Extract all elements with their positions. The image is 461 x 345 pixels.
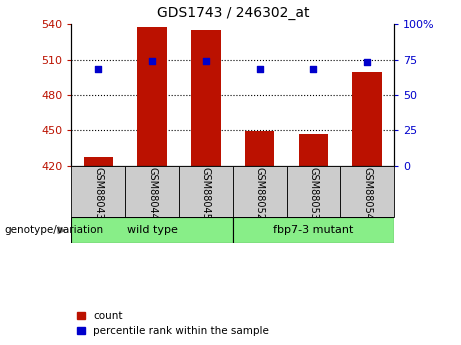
Legend: count, percentile rank within the sample: count, percentile rank within the sample: [77, 311, 269, 336]
Bar: [299, 134, 328, 166]
Text: GSM88044: GSM88044: [147, 167, 157, 220]
Bar: [353, 72, 382, 166]
Bar: [137, 27, 167, 166]
Text: GSM88053: GSM88053: [308, 167, 319, 220]
Bar: [191, 30, 221, 166]
FancyBboxPatch shape: [71, 166, 125, 217]
Text: GSM88043: GSM88043: [93, 167, 103, 220]
FancyBboxPatch shape: [233, 217, 394, 243]
Text: GSM88052: GSM88052: [254, 167, 265, 220]
Bar: [245, 131, 274, 166]
Text: GSM88045: GSM88045: [201, 167, 211, 220]
Text: genotype/variation: genotype/variation: [5, 225, 104, 235]
Text: wild type: wild type: [127, 225, 177, 235]
FancyBboxPatch shape: [233, 166, 287, 217]
Point: [148, 58, 156, 64]
FancyBboxPatch shape: [71, 217, 233, 243]
Point: [310, 67, 317, 72]
Bar: [83, 157, 113, 166]
FancyBboxPatch shape: [179, 166, 233, 217]
Point: [95, 67, 102, 72]
Text: GSM88054: GSM88054: [362, 167, 372, 220]
FancyBboxPatch shape: [287, 166, 340, 217]
FancyBboxPatch shape: [125, 166, 179, 217]
Text: fbp7-3 mutant: fbp7-3 mutant: [273, 225, 354, 235]
Point: [202, 58, 210, 64]
Title: GDS1743 / 246302_at: GDS1743 / 246302_at: [157, 6, 309, 20]
Point: [256, 67, 263, 72]
FancyBboxPatch shape: [340, 166, 394, 217]
Point: [364, 60, 371, 65]
